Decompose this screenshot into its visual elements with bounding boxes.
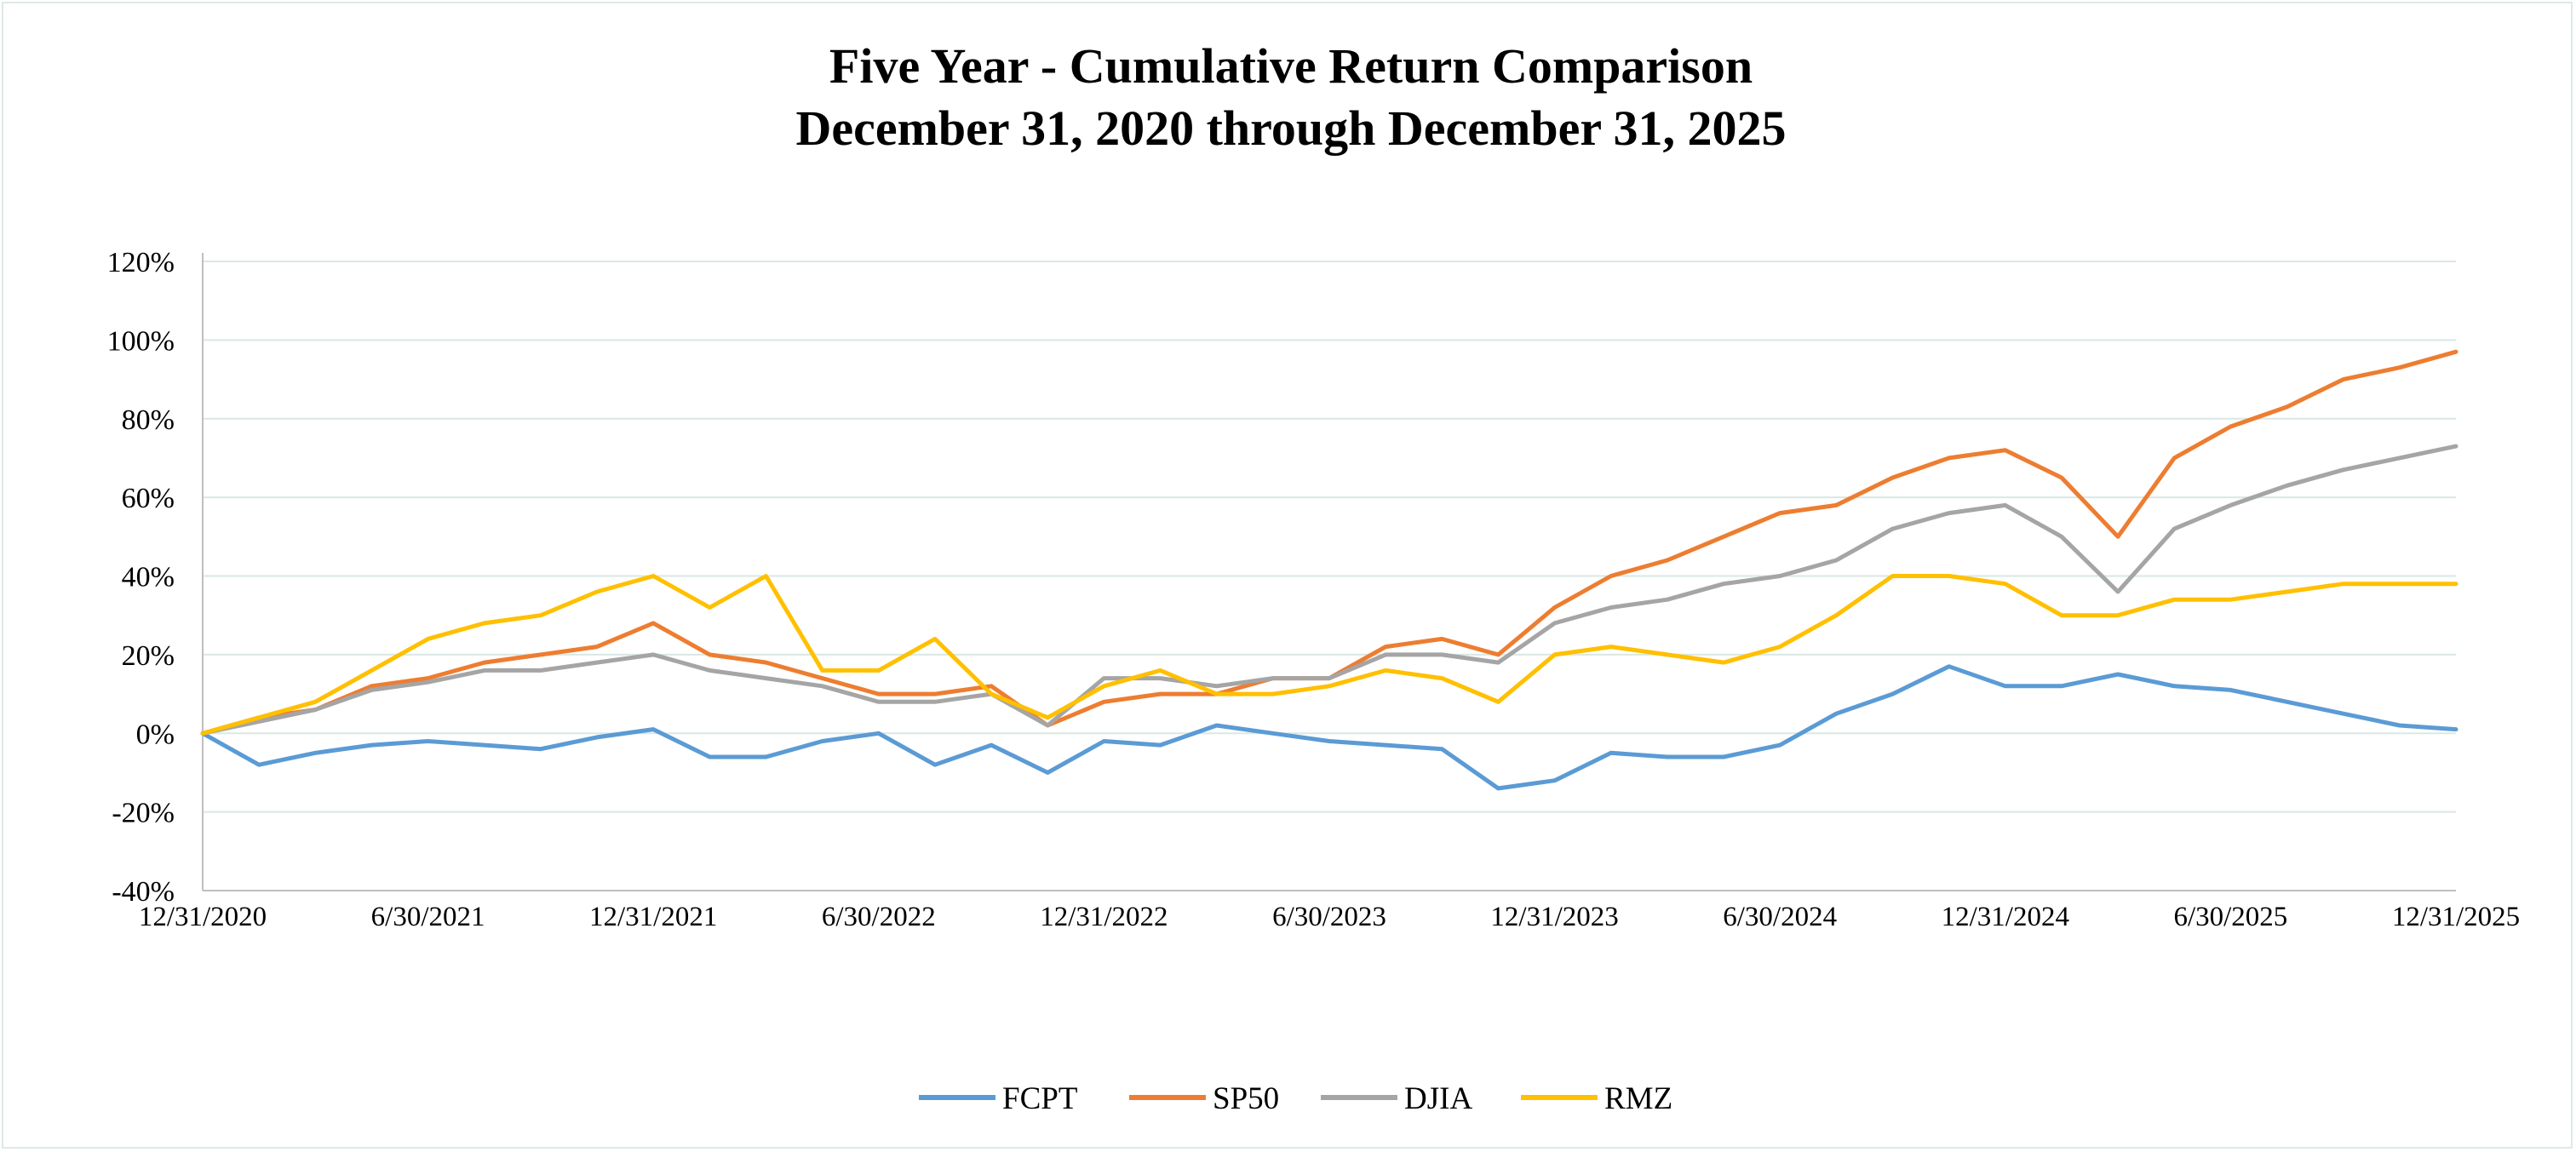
legend-item-fcpt: FCPT: [919, 1081, 1077, 1116]
x-tick-label: 12/31/2023: [1490, 902, 1618, 932]
y-tick-label: 100%: [107, 325, 175, 357]
y-tick-label: 20%: [122, 640, 175, 672]
y-tick-label: -20%: [112, 798, 175, 829]
x-tick-label: 12/31/2021: [589, 902, 717, 932]
y-tick-label: 120%: [107, 247, 175, 278]
x-tick-label: 12/31/2024: [1942, 902, 2069, 932]
axes: [202, 253, 2456, 891]
series-lines: [200, 349, 2458, 791]
legend-item-djia: DJIA: [1321, 1081, 1472, 1116]
y-tick-label: -40%: [112, 876, 175, 908]
series-line-rmz: [200, 574, 2458, 736]
x-tick-label: 12/31/2025: [2392, 902, 2520, 932]
series-line-fcpt: [200, 664, 2458, 791]
y-tick-label: 60%: [122, 483, 175, 514]
series-line-djia: [200, 444, 2458, 736]
x-tick-label: 6/30/2025: [2173, 902, 2287, 932]
chart-subtitle: December 31, 2020 through December 31, 2…: [795, 100, 1786, 156]
legend-label: FCPT: [1002, 1081, 1077, 1116]
legend-label: DJIA: [1404, 1081, 1472, 1116]
x-tick-label: 6/30/2023: [1272, 902, 1386, 932]
legend-label: RMZ: [1604, 1081, 1672, 1116]
y-axis-ticks: -40% -20% 0% 20% 40% 60% 80% 100% 120%: [107, 247, 175, 908]
y-tick-label: 0%: [136, 719, 175, 750]
cumulative-return-chart: Five Year - Cumulative Return Comparison…: [107, 38, 2521, 1116]
gridlines: [203, 261, 2456, 813]
y-tick-label: 80%: [122, 404, 175, 436]
x-tick-label: 6/30/2021: [371, 902, 485, 932]
legend-item-sp50: SP50: [1129, 1081, 1279, 1116]
y-tick-label: 40%: [122, 562, 175, 593]
legend-item-rmz: RMZ: [1521, 1081, 1672, 1116]
x-tick-label: 12/31/2022: [1040, 902, 1168, 932]
x-tick-label: 6/30/2022: [822, 902, 936, 932]
x-axis-ticks: 12/31/2020 6/30/2021 12/31/2021 6/30/2022 12…: [139, 902, 2520, 932]
chart-title: Five Year - Cumulative Return Comparison: [829, 38, 1753, 94]
legend: FCPT SP50 DJIA RMZ: [919, 1081, 1672, 1116]
legend-label: SP50: [1213, 1081, 1279, 1116]
x-tick-label: 6/30/2024: [1723, 902, 1837, 932]
x-tick-label: 12/31/2020: [139, 902, 267, 932]
